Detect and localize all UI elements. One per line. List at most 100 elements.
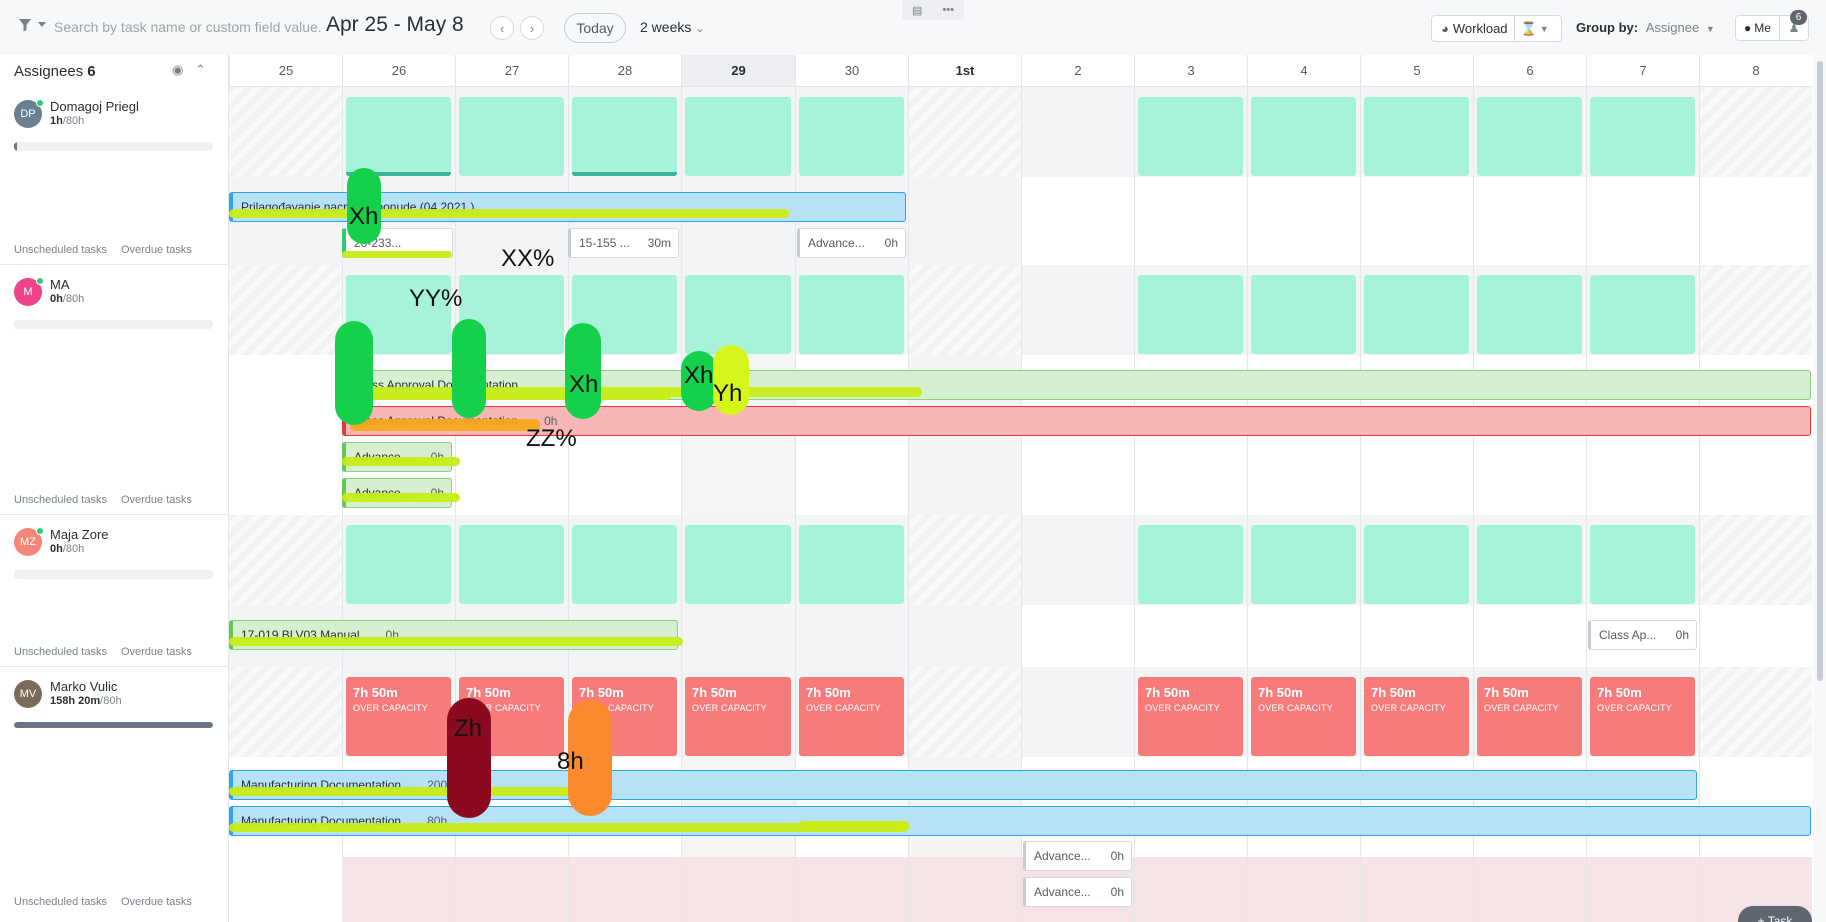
over-capacity-cell[interactable]: 7h 50m OVER CAPACITY (799, 677, 904, 756)
day-header[interactable]: 7 (1586, 55, 1699, 87)
availability-cell[interactable] (346, 97, 451, 176)
availability-cell[interactable] (685, 525, 791, 604)
next-period-button[interactable]: › (520, 16, 544, 40)
availability-cell[interactable] (799, 275, 904, 354)
availability-cell[interactable] (1364, 525, 1469, 604)
unscheduled-tasks-link[interactable]: Unscheduled tasks (14, 494, 107, 506)
availability-cell[interactable] (572, 97, 677, 176)
availability-cell[interactable] (1477, 275, 1582, 354)
unscheduled-tasks-link[interactable]: Unscheduled tasks (14, 646, 107, 658)
availability-cell[interactable] (459, 97, 564, 176)
day-header[interactable]: 3 (1134, 55, 1247, 87)
day-header[interactable]: 2 (1021, 55, 1134, 87)
range-select[interactable]: 2 weeks ⌄ (640, 19, 704, 35)
eye-icon[interactable]: ◉ (172, 62, 184, 77)
avatar[interactable]: MZ (14, 527, 44, 556)
availability-cell[interactable] (1138, 97, 1243, 176)
search-input[interactable] (54, 15, 322, 39)
task-bar[interactable]: 15-155 ... 30m (568, 228, 679, 258)
day-header[interactable]: 8 (1699, 55, 1812, 87)
group-by-select[interactable]: Group by: Assignee ▼ (1576, 20, 1715, 35)
availability-cell[interactable] (1251, 275, 1356, 354)
overdue-tasks-link[interactable]: Overdue tasks (120, 244, 192, 256)
availability-cell[interactable] (1251, 97, 1356, 176)
over-capacity-cell[interactable]: 7h 50m OVER CAPACITY (1590, 677, 1695, 756)
filter-caret-icon[interactable] (38, 22, 46, 27)
overdue-tasks-link[interactable]: Overdue tasks (120, 896, 192, 908)
unscheduled-tasks-link[interactable]: Unscheduled tasks (14, 896, 107, 908)
task-bar[interactable]: Class Ap... 0h (1588, 620, 1697, 650)
availability-cell[interactable] (346, 525, 451, 604)
day-header[interactable]: 1st (908, 55, 1021, 87)
weekend-cell (1699, 667, 1812, 757)
vertical-scrollbar[interactable] (1813, 55, 1826, 922)
availability-cell[interactable] (685, 275, 791, 354)
avatar[interactable]: MV (14, 680, 42, 708)
availability-cell[interactable] (459, 525, 564, 604)
column-line (1360, 87, 1361, 922)
availability-cell[interactable] (1364, 275, 1469, 354)
task-name: 15-155 ... (579, 236, 630, 250)
day-header[interactable]: 28 (568, 55, 681, 87)
availability-cell[interactable] (1364, 97, 1469, 176)
day-header[interactable]: 4 (1247, 55, 1360, 87)
unscheduled-tasks-link[interactable]: Unscheduled tasks (14, 244, 107, 256)
caret-down-icon[interactable]: ▼ (1539, 23, 1549, 34)
day-header[interactable]: 26 (342, 55, 455, 87)
add-task-button[interactable]: + Task (1738, 906, 1812, 922)
collapse-icon[interactable]: ⌃ (194, 62, 206, 77)
availability-cell[interactable] (1138, 275, 1243, 354)
over-capacity-cell[interactable]: 7h 50m OVER CAPACITY (1477, 677, 1582, 756)
scrollbar-thumb[interactable] (1817, 61, 1823, 681)
over-capacity-time: 7h 50m (1484, 685, 1529, 700)
more-icon[interactable]: ••• (942, 4, 954, 16)
overdue-tasks-link[interactable]: Overdue tasks (120, 494, 192, 506)
day-header[interactable]: 30 (795, 55, 908, 87)
day-header[interactable]: 25 (229, 55, 342, 87)
today-button[interactable]: Today (564, 13, 626, 43)
availability-cell[interactable] (572, 525, 677, 604)
availability-cell[interactable] (799, 525, 904, 604)
availability-cell[interactable] (1477, 525, 1582, 604)
assignees-filter-button[interactable]: ♟ (1780, 16, 1808, 40)
capacity-cell (1021, 265, 1134, 355)
task-bar[interactable]: Advance... 0h (1023, 877, 1132, 907)
view-options-tab[interactable]: ▤ ••• (902, 0, 964, 20)
over-capacity-cell[interactable]: 7h 50m OVER CAPACITY (1251, 677, 1356, 756)
me-button[interactable]: ● Me (1736, 16, 1780, 40)
over-capacity-cell[interactable]: 7h 50m OVER CAPACITY (685, 677, 791, 756)
avatar[interactable]: DP (14, 99, 44, 128)
over-capacity-cell[interactable]: 7h 50m OVER CAPACITY (1364, 677, 1469, 756)
annotation-text: Yh (713, 380, 743, 407)
day-header[interactable]: 5 (1360, 55, 1473, 87)
scribble-mark (452, 319, 486, 418)
overdue-tasks-link[interactable]: Overdue tasks (120, 646, 192, 658)
hourglass-icon[interactable]: ⌛ (1520, 20, 1537, 36)
task-bar[interactable]: Advance... 0h (797, 228, 906, 258)
availability-cell[interactable] (1138, 525, 1243, 604)
availability-cell[interactable] (1251, 525, 1356, 604)
task-bar[interactable]: Advance... 0h (1023, 841, 1132, 871)
day-header[interactable]: 6 (1473, 55, 1586, 87)
capacity-fill (14, 722, 213, 728)
day-header[interactable]: 27 (455, 55, 568, 87)
availability-cell[interactable] (1590, 275, 1695, 354)
availability-cell[interactable] (799, 97, 904, 176)
availability-cell[interactable] (1590, 525, 1695, 604)
over-capacity-time: 7h 50m (692, 685, 737, 700)
assignee-links: Unscheduled tasks Overdue tasks (14, 244, 192, 256)
save-icon[interactable]: ▤ (912, 4, 923, 17)
task-bar[interactable]: Manufacturing Documentation 80h (229, 806, 1811, 836)
prev-period-button[interactable]: ‹ (490, 16, 514, 40)
availability-cell[interactable] (1477, 97, 1582, 176)
day-header[interactable]: 29 (681, 55, 795, 87)
task-name: Advance... (1034, 885, 1091, 899)
over-capacity-cell[interactable]: 7h 50m OVER CAPACITY (1138, 677, 1243, 756)
over-capacity-cell[interactable]: 7h 50m OVER CAPACITY (346, 677, 451, 756)
filter-icon[interactable] (18, 18, 32, 32)
availability-cell[interactable] (1590, 97, 1695, 176)
availability-cell[interactable] (685, 97, 791, 176)
weekend-cell (908, 265, 1021, 355)
avatar[interactable]: M (14, 277, 44, 306)
workload-button[interactable]: ◕ Workload ⌛ ▼ (1431, 15, 1562, 42)
